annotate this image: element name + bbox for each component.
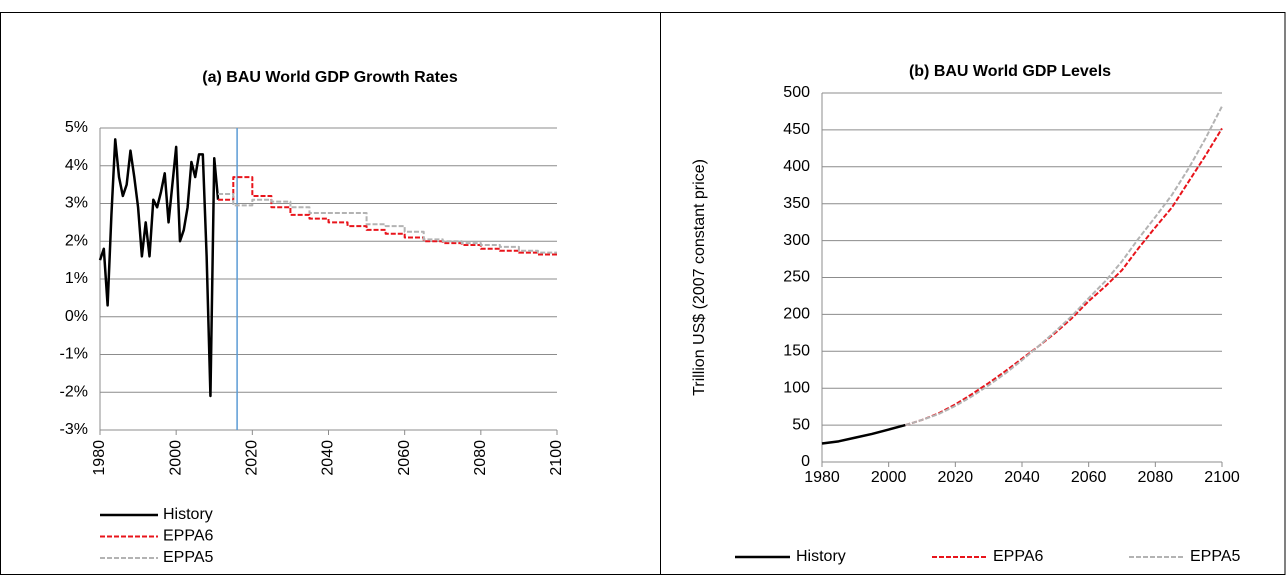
y-axis-label: Trillion US$ (2007 constant price) — [691, 159, 708, 396]
series-line — [821, 423, 906, 445]
x-tick-label: 2100 — [1204, 469, 1240, 486]
panel-border — [660, 12, 1286, 575]
y-tick-label: 4% — [65, 157, 88, 174]
y-tick-label: -2% — [60, 383, 88, 400]
legend-label: EPPA6 — [163, 528, 214, 545]
y-tick-label: 3% — [65, 195, 88, 212]
legend-label: History — [796, 548, 846, 565]
x-tick-label: 2060 — [1071, 469, 1107, 486]
y-tick-label: -1% — [60, 346, 88, 363]
y-tick-label: 100 — [783, 379, 810, 396]
y-tick-label: 2% — [65, 232, 88, 249]
y-tick-label: 400 — [783, 158, 810, 175]
y-tick-label: 250 — [783, 269, 810, 286]
y-tick-label: 0 — [801, 453, 810, 470]
series-line — [218, 193, 557, 254]
y-tick-label: 500 — [783, 84, 810, 101]
x-tick-label: 2020 — [938, 469, 974, 486]
x-tick-label: 2000 — [167, 440, 184, 476]
y-tick-label: 350 — [783, 195, 810, 212]
x-tick-label: 2020 — [244, 440, 261, 476]
x-tick-label: 2080 — [472, 440, 489, 476]
series-line — [218, 176, 557, 256]
series-line — [905, 105, 1223, 427]
y-tick-label: 450 — [783, 121, 810, 138]
chart-title: (a) BAU World GDP Growth Rates — [202, 69, 458, 86]
legend-label: EPPA5 — [163, 549, 214, 566]
y-tick-label: 0% — [65, 308, 88, 325]
y-tick-label: 50 — [792, 416, 810, 433]
legend-label: EPPA5 — [1190, 548, 1241, 565]
series-line — [905, 127, 1223, 427]
x-tick-label: 1980 — [804, 469, 840, 486]
x-tick-label: 2000 — [871, 469, 907, 486]
x-tick-label: 2080 — [1138, 469, 1174, 486]
legend-label: EPPA6 — [993, 548, 1044, 565]
y-tick-label: 1% — [65, 270, 88, 287]
series-line — [98, 138, 220, 398]
chart-title: (b) BAU World GDP Levels — [909, 63, 1111, 80]
legend-label: History — [163, 506, 213, 523]
x-tick-label: 2060 — [396, 440, 413, 476]
y-tick-label: 5% — [65, 119, 88, 136]
x-tick-label: 2040 — [320, 440, 337, 476]
x-tick-label: 1980 — [91, 440, 108, 476]
x-tick-label: 2100 — [548, 440, 565, 476]
x-tick-label: 2040 — [1004, 469, 1040, 486]
y-tick-label: 200 — [783, 306, 810, 323]
y-tick-label: 300 — [783, 232, 810, 249]
y-tick-label: 150 — [783, 343, 810, 360]
y-tick-label: -3% — [60, 421, 88, 438]
